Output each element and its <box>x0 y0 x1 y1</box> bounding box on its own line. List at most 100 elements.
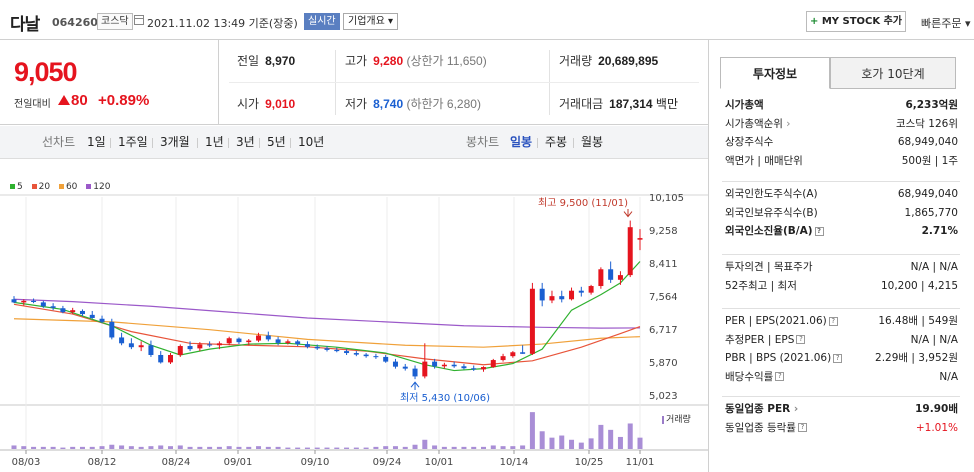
candle-down[interactable] <box>559 296 565 300</box>
help-icon[interactable]: ? <box>796 335 806 344</box>
candle-up[interactable] <box>422 361 428 377</box>
candle-up[interactable] <box>490 360 496 368</box>
candle-up[interactable] <box>138 345 144 348</box>
candle-down[interactable] <box>392 361 398 367</box>
candle-down[interactable] <box>31 300 37 302</box>
candle-up[interactable] <box>216 343 222 346</box>
info-key[interactable]: 동일업종 PER › <box>725 403 799 415</box>
candle-down[interactable] <box>471 368 477 370</box>
candle-down[interactable] <box>207 344 213 346</box>
candle-down[interactable] <box>236 338 242 343</box>
candle-up[interactable] <box>588 286 594 293</box>
help-icon[interactable]: ? <box>775 372 785 381</box>
chevron-right-icon[interactable]: › <box>790 403 799 415</box>
help-icon[interactable]: ? <box>833 353 843 363</box>
candle-up[interactable] <box>617 275 623 280</box>
candle-down[interactable] <box>461 366 467 369</box>
info-key[interactable]: 외국인소진율(B/A)? <box>725 223 824 240</box>
candle-up[interactable] <box>226 338 232 344</box>
period-1d[interactable]: 1일 <box>87 135 106 149</box>
quick-order-button[interactable]: 빠른주문 ▾ <box>921 17 971 30</box>
candle-down[interactable] <box>11 299 17 303</box>
divider <box>229 82 699 83</box>
period-5y[interactable]: 5년 <box>267 135 286 149</box>
help-icon[interactable]: ? <box>797 423 807 432</box>
tab-orderbook[interactable]: 호가 10단계 <box>830 57 956 89</box>
candle-down[interactable] <box>373 356 379 358</box>
candle-down[interactable] <box>451 364 457 367</box>
info-key[interactable]: 배당수익률? <box>725 369 785 386</box>
candle-up[interactable] <box>246 340 252 343</box>
candle-down[interactable] <box>89 314 95 318</box>
candle-down[interactable] <box>578 290 584 293</box>
candle-down[interactable] <box>608 269 614 280</box>
candle-up[interactable] <box>70 310 76 313</box>
period-weekly[interactable]: 주봉 <box>545 135 568 149</box>
candle-down[interactable] <box>383 356 389 362</box>
candle-up[interactable] <box>285 341 291 343</box>
period-1w[interactable]: 1주일 <box>118 135 148 149</box>
candle-down[interactable] <box>353 353 359 355</box>
info-key[interactable]: 시가총액순위 › <box>725 117 791 130</box>
candle-up[interactable] <box>168 354 173 363</box>
candlestick-chart-svg[interactable]: 10,105 9,258 8,411 7,564 6,717 5,870 5,023 08/0… <box>0 160 708 472</box>
candle-up[interactable] <box>256 335 262 341</box>
candle-up[interactable] <box>500 356 506 361</box>
candle-down[interactable] <box>40 302 46 307</box>
candle-up[interactable] <box>481 367 486 370</box>
candle-down[interactable] <box>50 306 56 308</box>
candle-up[interactable] <box>441 364 447 367</box>
help-icon[interactable]: ? <box>828 316 838 326</box>
info-key[interactable]: PER | EPS(2021.06)? <box>725 313 838 330</box>
candle-down[interactable] <box>275 339 281 343</box>
period-3y[interactable]: 3년 <box>236 135 255 149</box>
add-mystock-button[interactable]: + MY STOCK 추가 <box>806 11 906 32</box>
candle-up[interactable] <box>197 344 203 349</box>
period-3m[interactable]: 3개월 <box>160 135 190 149</box>
realtime-button[interactable]: 실시간 <box>304 13 340 30</box>
candle-up[interactable] <box>177 346 183 355</box>
period-daily[interactable]: 일봉 <box>510 135 533 149</box>
candle-down[interactable] <box>187 346 193 350</box>
candle-down[interactable] <box>314 346 320 349</box>
period-1y[interactable]: 1년 <box>205 135 224 149</box>
chevron-right-icon[interactable]: › <box>782 117 791 130</box>
candle-down[interactable] <box>344 351 350 354</box>
info-key[interactable]: PBR | BPS (2021.06)? <box>725 350 843 367</box>
candle-up[interactable] <box>510 352 516 357</box>
info-key[interactable]: 동일업종 등락률? <box>725 420 807 437</box>
candle-down[interactable] <box>412 368 418 377</box>
info-key[interactable]: 추정PER | EPS? <box>725 332 806 349</box>
candle-up[interactable] <box>637 238 643 240</box>
candle-down[interactable] <box>402 366 408 369</box>
help-icon[interactable]: ? <box>814 226 824 236</box>
candle-down[interactable] <box>334 349 340 352</box>
candle-down[interactable] <box>432 361 438 367</box>
candle-up[interactable] <box>569 290 575 300</box>
candle-down[interactable] <box>539 288 545 301</box>
period-10y[interactable]: 10년 <box>298 135 325 149</box>
candle-down[interactable] <box>148 345 154 355</box>
candle-down[interactable] <box>79 310 85 315</box>
candle-down[interactable] <box>520 352 526 354</box>
company-overview-dropdown[interactable]: 기업개요 ▾ <box>343 13 398 30</box>
candle-down[interactable] <box>119 337 125 344</box>
candle-up[interactable] <box>21 300 27 303</box>
candle-up[interactable] <box>549 296 555 301</box>
candle-down[interactable] <box>304 344 310 347</box>
tab-investment-info[interactable]: 투자정보 <box>720 57 830 89</box>
candle-down[interactable] <box>295 341 301 345</box>
candle-down[interactable] <box>158 354 164 363</box>
period-monthly[interactable]: 월봉 <box>581 135 604 149</box>
volume-bar <box>304 447 310 449</box>
candle-up[interactable] <box>627 227 633 276</box>
candle-down[interactable] <box>265 335 271 340</box>
candle-down[interactable] <box>324 348 330 350</box>
candle-down[interactable] <box>109 321 115 338</box>
candle-down[interactable] <box>363 354 369 357</box>
candle-down[interactable] <box>128 343 134 348</box>
candle-up[interactable] <box>598 269 604 287</box>
candle-down[interactable] <box>99 318 105 322</box>
candle-up[interactable] <box>529 288 535 354</box>
candle-down[interactable] <box>60 308 66 313</box>
